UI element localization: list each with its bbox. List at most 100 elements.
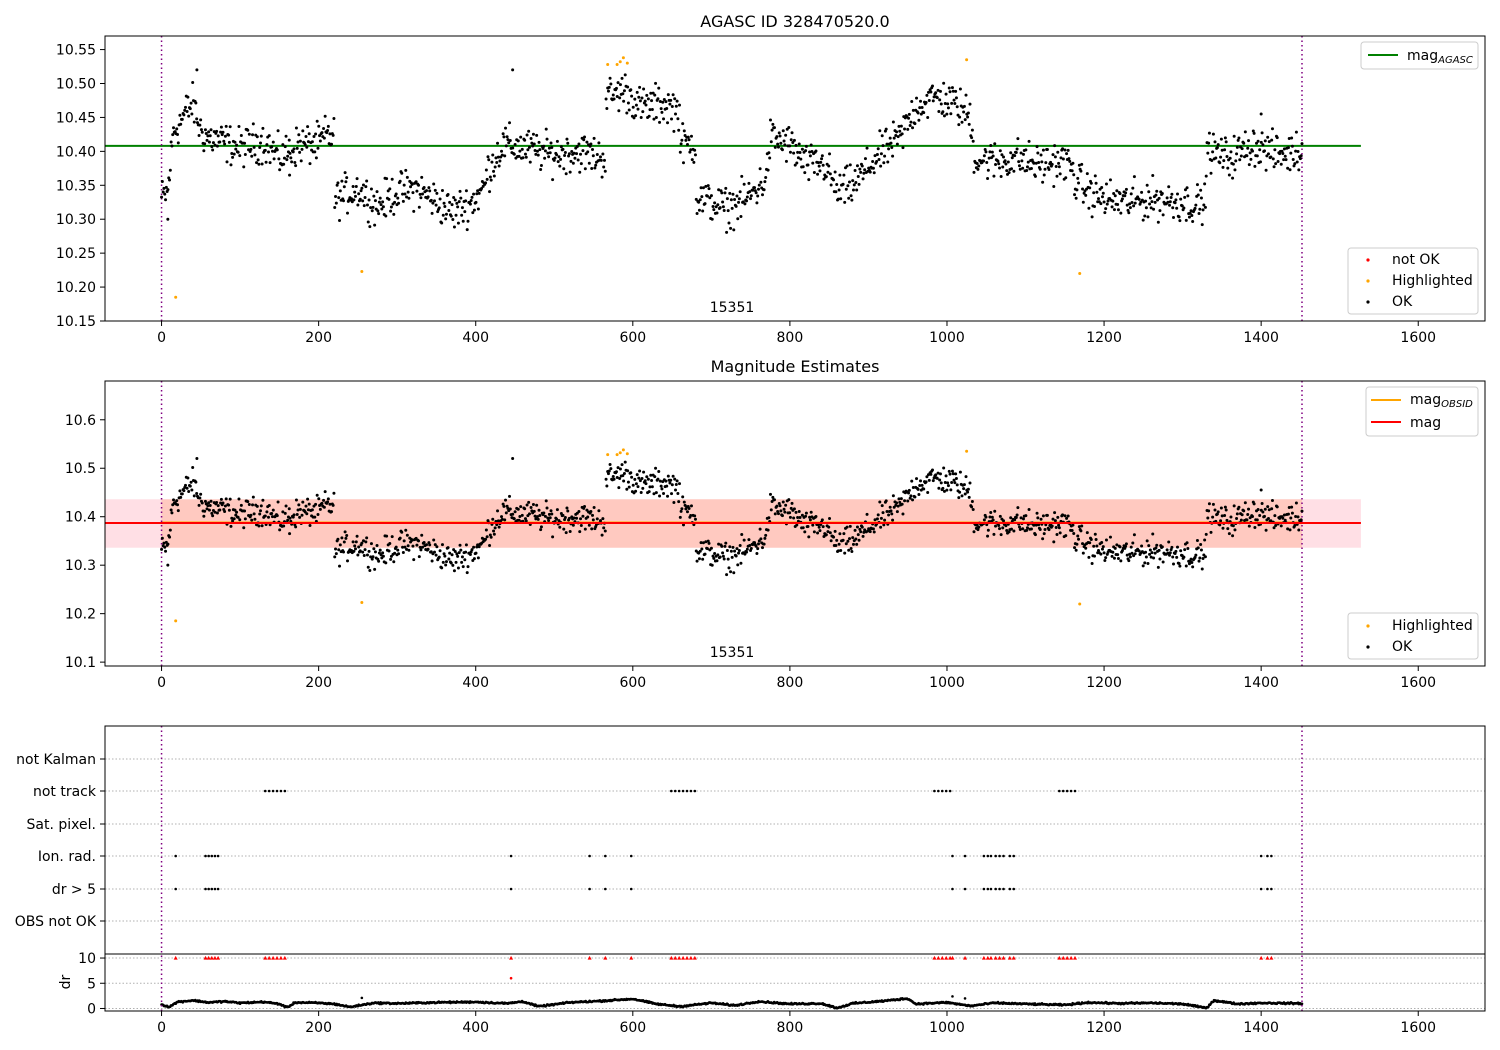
ok-point [626, 101, 630, 105]
ok-point [1290, 505, 1294, 509]
ok-point [612, 97, 616, 101]
ok-point [531, 144, 535, 148]
ok-point [668, 102, 672, 106]
ok-point [756, 547, 760, 551]
ok-point [1282, 147, 1286, 151]
ok-point [966, 115, 970, 119]
ok-point [1249, 157, 1253, 161]
ok-point [223, 142, 227, 146]
ok-point [687, 138, 691, 142]
ok-point [251, 133, 255, 137]
ok-point [639, 116, 643, 120]
ok-point [917, 118, 921, 122]
flag-point [629, 854, 633, 858]
ok-point [235, 510, 239, 514]
ok-point [1195, 183, 1199, 187]
ok-point [1203, 555, 1207, 559]
ok-point [931, 479, 935, 483]
ok-point [1225, 155, 1229, 159]
ok-point [547, 155, 551, 159]
ok-point [489, 178, 493, 182]
ok-point [164, 549, 168, 553]
ok-point [1140, 544, 1144, 548]
ok-point [251, 122, 255, 126]
ok-point [808, 154, 812, 158]
ok-point [725, 197, 729, 201]
ok-point [1112, 192, 1116, 196]
ok-point [1051, 517, 1055, 521]
ok-point [176, 503, 180, 507]
flag-point [213, 887, 217, 891]
ok-point [412, 209, 416, 213]
ok-point [1130, 551, 1134, 555]
ok-point [1010, 156, 1014, 160]
ok-point [1149, 206, 1153, 210]
ok-point [349, 197, 353, 201]
ok-point [1269, 155, 1273, 159]
ok-point [1289, 516, 1293, 520]
ok-point [523, 138, 527, 142]
dr-capped-marker [267, 955, 272, 960]
ok-point [826, 530, 830, 534]
legend-ok-label: OK [1392, 294, 1413, 310]
ok-point [172, 126, 176, 130]
ok-point [1256, 139, 1260, 143]
legend-not-ok-label: not OK [1392, 252, 1440, 268]
ok-point [1081, 542, 1085, 546]
y-tick-label: 10.15 [56, 314, 96, 330]
ok-point [323, 114, 327, 118]
ok-point [693, 153, 697, 157]
ok-point [534, 152, 538, 156]
ok-point [895, 501, 899, 505]
ok-point [704, 540, 708, 544]
ok-point [946, 102, 950, 106]
ok-point [220, 133, 224, 137]
ok-point [1171, 206, 1175, 210]
ok-point [404, 528, 408, 532]
flags-panel-frame [104, 725, 1486, 1012]
flag-point [963, 854, 967, 858]
ok-point [197, 503, 201, 507]
highlighted-point [615, 63, 619, 66]
ok-point [1053, 155, 1057, 159]
ok-point [1222, 159, 1226, 163]
ok-point [1288, 528, 1292, 532]
ok-point [330, 142, 334, 146]
ok-point [249, 513, 253, 517]
ok-point [338, 219, 342, 223]
ok-point [948, 90, 952, 94]
ok-point [664, 479, 668, 483]
ok-point [863, 528, 867, 532]
ok-point [685, 510, 689, 514]
ok-point [722, 557, 726, 561]
ok-point [1144, 555, 1148, 559]
ok-point [1280, 149, 1284, 153]
ok-point [203, 509, 207, 513]
ok-point [672, 129, 676, 133]
ok-point [949, 488, 953, 492]
ok-point [227, 140, 231, 144]
ok-point [682, 129, 686, 133]
ok-point [1002, 155, 1006, 159]
ok-point [1160, 545, 1164, 549]
ok-point [1111, 199, 1115, 203]
ok-point [1021, 517, 1025, 521]
ok-point [465, 571, 469, 575]
ok-point [231, 155, 235, 159]
ok-point [681, 122, 685, 126]
ok-point [1259, 112, 1263, 116]
ok-point [503, 154, 507, 158]
ok-point [1133, 201, 1137, 205]
flag-row-label: Ion. rad. [38, 849, 96, 865]
ok-point [967, 122, 971, 126]
ok-point [834, 544, 838, 548]
ok-point [516, 507, 520, 511]
ok-point [255, 135, 259, 139]
ok-point [1047, 167, 1051, 171]
ok-point [700, 195, 704, 199]
dr-capped-marker [587, 955, 592, 960]
ok-point [539, 164, 543, 168]
ok-point [665, 106, 669, 110]
ok-point [345, 176, 349, 180]
ok-point [827, 164, 831, 168]
